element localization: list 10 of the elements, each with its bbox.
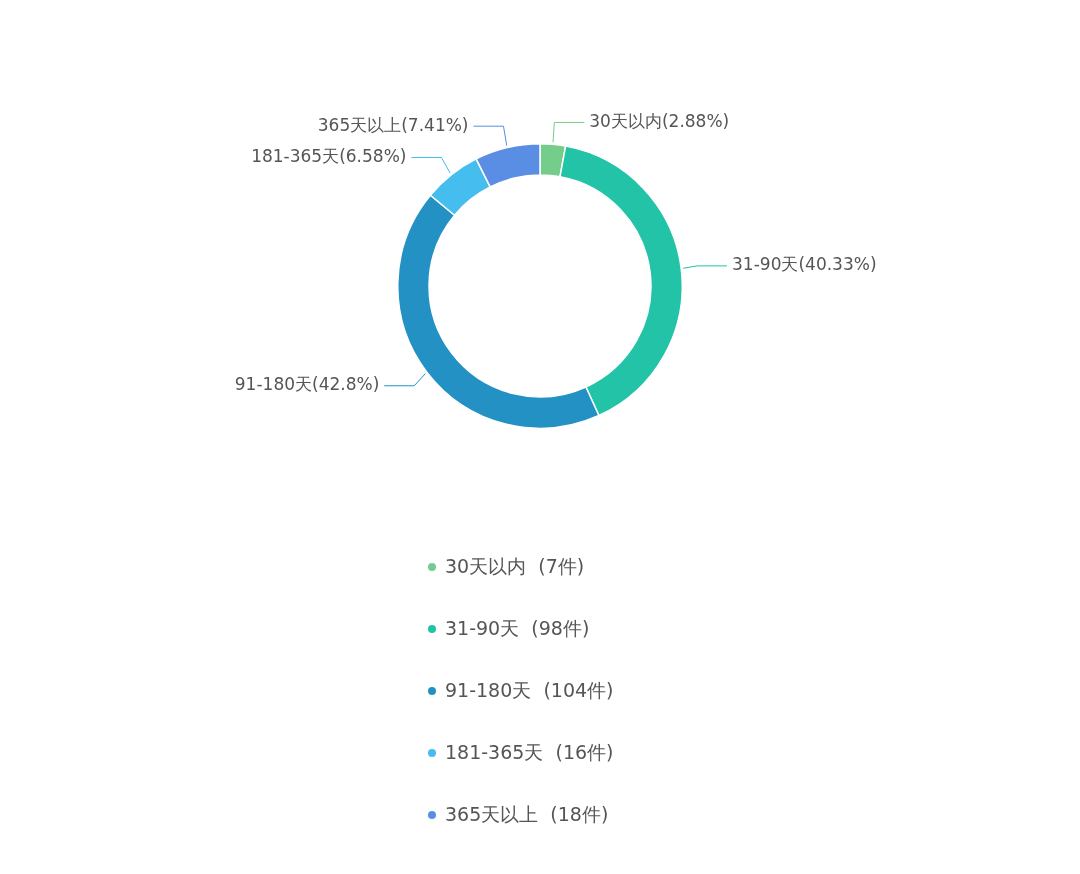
data-label: 91-180天(42.8%)	[234, 374, 380, 395]
data-label: 31-90天(40.33%)	[732, 254, 877, 275]
legend-label: 31-90天 (98件)	[445, 616, 590, 641]
legend-label: 30天以内 (7件)	[445, 554, 585, 579]
legend-label: 181-365天 (16件)	[445, 740, 614, 765]
data-label: 365天以上(7.41%)	[317, 114, 469, 135]
legend-label: 365天以上 (18件)	[445, 802, 609, 827]
data-label: 30天以内(2.88%)	[589, 110, 730, 131]
legend-label: 91-180天 (104件)	[445, 678, 614, 703]
data-label: 181-365天(6.58%)	[251, 145, 407, 166]
